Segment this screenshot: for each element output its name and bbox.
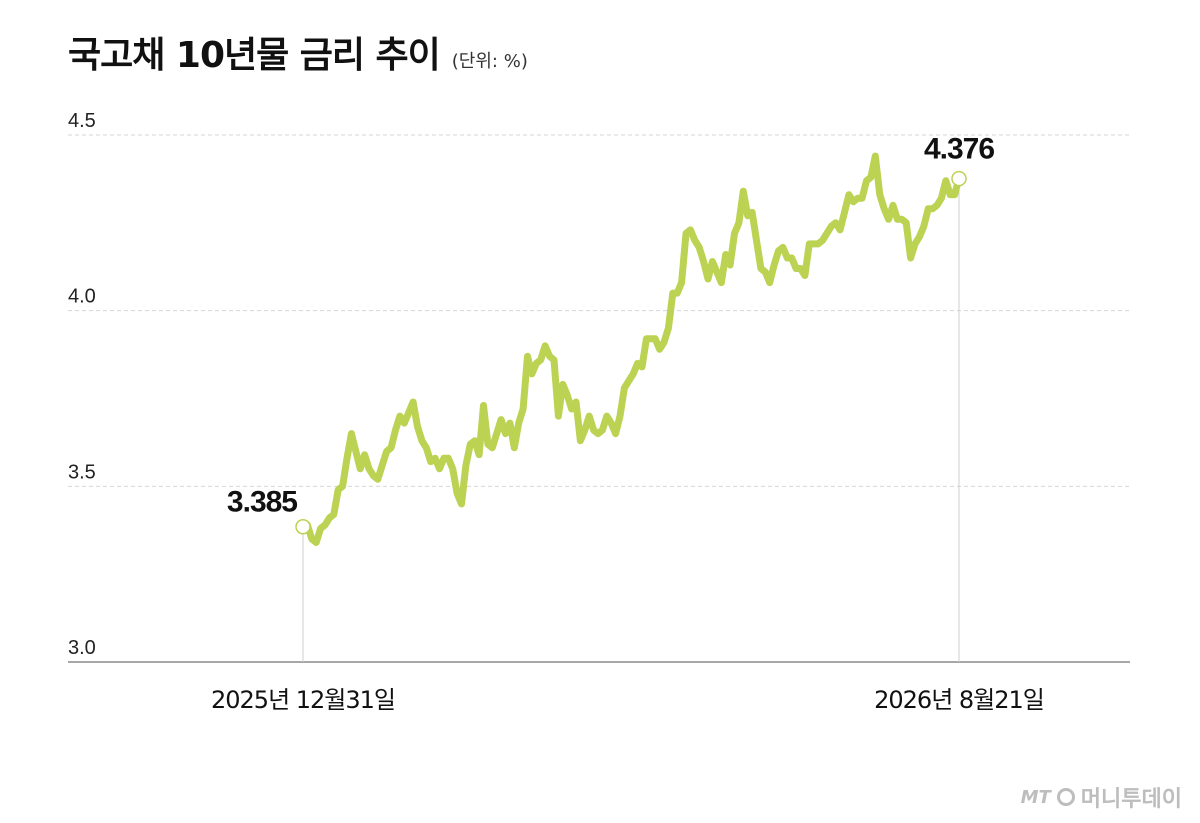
logo: MT 머니투데이 [1021,781,1182,813]
logo-circle-icon [1056,788,1075,806]
end-value-label: 4.376 [924,133,994,166]
logo-text: 머니투데이 [1080,787,1182,812]
logo-mark: MT [1020,786,1051,808]
unit-label: (단위: %) [451,51,528,72]
y-tick-label: 3.5 [68,461,96,483]
start-value-label: 3.385 [227,486,297,519]
start-point-marker [295,518,311,535]
y-axis-ticks: 4.5 4.0 3.5 3.0 [68,110,96,659]
y-tick-label: 3.0 [68,637,96,659]
y-tick-label: 4.5 [68,110,96,132]
end-date-label: 2026년 8월21일 [874,686,1044,714]
title-row: 국고채 10년물 금리 추이 (단위: %) [68,26,528,78]
grid-lines [68,134,1130,487]
series-line [299,152,963,546]
start-date-label: 2025년 12월31일 [211,686,395,714]
end-point-marker [951,170,967,187]
y-tick-label: 4.0 [68,286,96,308]
chart-title: 국고채 10년물 금리 추이 [68,35,441,76]
